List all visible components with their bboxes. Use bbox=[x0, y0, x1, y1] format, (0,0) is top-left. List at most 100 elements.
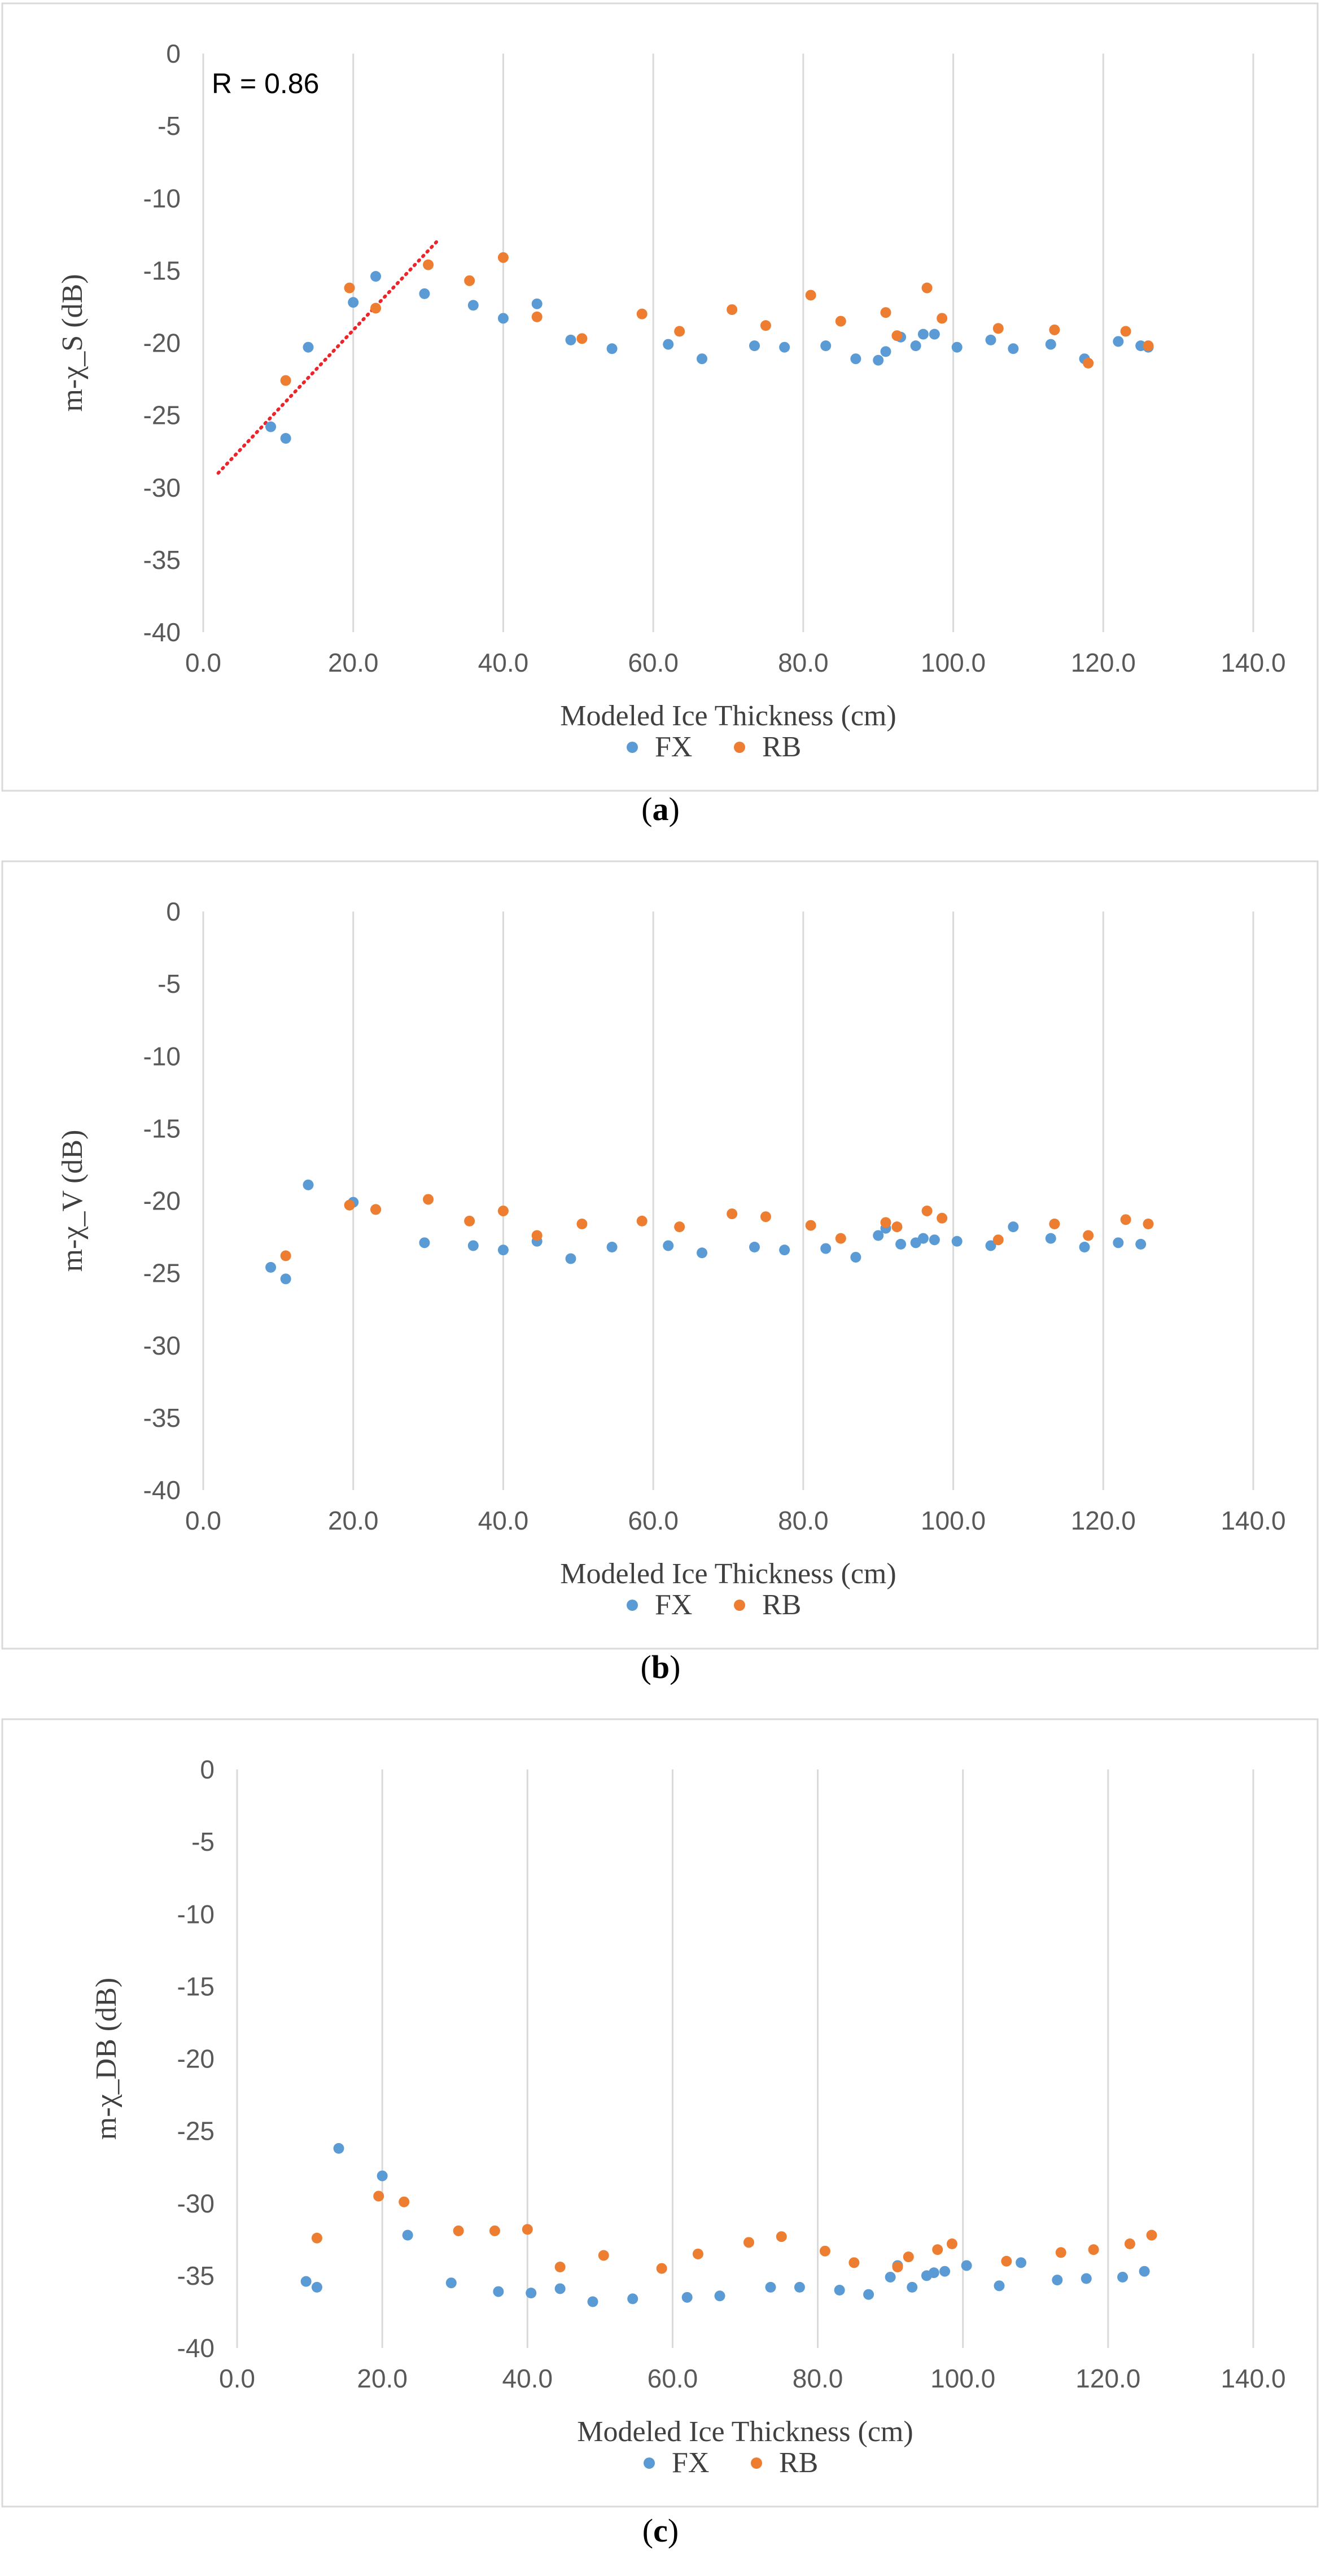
chart-frame bbox=[1, 860, 1319, 1650]
data-point-fx bbox=[939, 2266, 951, 2277]
x-tick-label: 80.0 bbox=[778, 1506, 829, 1535]
data-point-fx bbox=[280, 433, 291, 444]
legend-marker-fx bbox=[644, 2457, 655, 2469]
data-point-fx bbox=[794, 2281, 805, 2293]
legend-marker-fx bbox=[627, 742, 638, 753]
data-point-rb bbox=[598, 2250, 609, 2261]
x-tick-label: 60.0 bbox=[628, 648, 679, 677]
data-point-fx bbox=[303, 341, 314, 353]
x-tick-label: 40.0 bbox=[478, 648, 529, 677]
data-point-rb bbox=[1120, 1214, 1131, 1225]
data-point-rb bbox=[554, 2262, 566, 2272]
y-tick-label: -25 bbox=[143, 401, 181, 430]
y-tick-label: -20 bbox=[143, 328, 181, 358]
data-point-rb bbox=[531, 1230, 543, 1241]
y-axis-title: m-χ_V (dB) bbox=[56, 1130, 89, 1272]
data-point-fx bbox=[850, 353, 861, 365]
x-tick-label: 0.0 bbox=[219, 2364, 255, 2393]
legend-marker-rb bbox=[734, 742, 745, 753]
data-point-fx bbox=[961, 2260, 972, 2271]
data-point-fx bbox=[370, 271, 382, 282]
data-point-rb bbox=[1049, 324, 1060, 335]
data-point-rb bbox=[1124, 2238, 1135, 2249]
data-point-fx bbox=[910, 340, 921, 352]
data-point-rb bbox=[692, 2248, 703, 2259]
y-tick-label: -40 bbox=[143, 617, 181, 647]
x-tick-label: 0.0 bbox=[185, 648, 221, 677]
data-point-rb bbox=[370, 303, 382, 314]
x-tick-label: 20.0 bbox=[328, 648, 379, 677]
x-tick-label: 20.0 bbox=[328, 1506, 379, 1535]
x-tick-label: 80.0 bbox=[778, 648, 829, 677]
x-tick-label: 60.0 bbox=[628, 1506, 679, 1535]
data-point-fx bbox=[311, 2281, 322, 2293]
y-tick-label: -10 bbox=[143, 1041, 181, 1071]
data-point-rb bbox=[992, 323, 1004, 334]
data-point-fx bbox=[587, 2296, 598, 2307]
data-point-fx bbox=[1113, 1237, 1124, 1248]
data-point-fx bbox=[419, 1237, 430, 1248]
data-point-fx bbox=[663, 1240, 674, 1251]
data-point-fx bbox=[606, 343, 618, 354]
x-tick-label: 80.0 bbox=[793, 2364, 843, 2393]
x-tick-label: 40.0 bbox=[502, 2364, 553, 2393]
y-tick-label: -40 bbox=[177, 2333, 215, 2363]
data-point-rb bbox=[464, 1215, 475, 1226]
data-point-rb bbox=[805, 290, 816, 301]
data-point-rb bbox=[636, 1215, 648, 1226]
data-point-rb bbox=[1001, 2255, 1012, 2267]
y-axis-title: m-χ_S (dB) bbox=[56, 274, 89, 411]
y-tick-label: -15 bbox=[143, 256, 181, 285]
data-point-rb bbox=[344, 282, 355, 293]
data-point-fx bbox=[994, 2280, 1005, 2292]
y-tick-label: -5 bbox=[158, 111, 181, 141]
chart-frame bbox=[1, 1718, 1319, 2508]
data-point-rb bbox=[453, 2225, 464, 2236]
data-point-fx bbox=[419, 288, 430, 299]
data-point-fx bbox=[697, 353, 707, 365]
y-tick-label: -20 bbox=[143, 1186, 181, 1216]
data-point-rb bbox=[636, 308, 648, 319]
chart-svg-a: 0.0 20.0 40.0 60.0 80.0 100.0 120.0 140.0 0 -5 -10… bbox=[1, 2, 1319, 792]
x-tick-label: 100.0 bbox=[921, 648, 986, 677]
y-tick-label: -35 bbox=[143, 545, 181, 575]
caption-a: (a) bbox=[641, 791, 680, 827]
data-point-fx bbox=[467, 300, 479, 311]
data-point-fx bbox=[265, 421, 277, 432]
x-tick-label: 0.0 bbox=[185, 1506, 221, 1535]
data-point-fx bbox=[1079, 1242, 1090, 1252]
data-point-rb bbox=[937, 313, 948, 324]
data-point-rb bbox=[1083, 357, 1094, 369]
data-point-rb bbox=[280, 375, 291, 386]
y-tick-label: -30 bbox=[143, 473, 181, 502]
data-point-rb bbox=[522, 2224, 533, 2235]
data-point-fx bbox=[303, 1179, 314, 1190]
y-tick-label: -10 bbox=[143, 183, 181, 213]
data-point-rb bbox=[423, 259, 434, 270]
data-point-fx bbox=[907, 2281, 918, 2293]
legend-label-fx: FX bbox=[672, 2447, 709, 2479]
data-point-fx bbox=[779, 1245, 790, 1256]
data-point-rb bbox=[464, 275, 475, 286]
chart-frame bbox=[1, 2, 1319, 792]
x-tick-label: 120.0 bbox=[1071, 648, 1136, 677]
y-tick-label: -35 bbox=[177, 2261, 215, 2290]
data-point-fx bbox=[1052, 2275, 1063, 2286]
data-point-fx bbox=[445, 2277, 457, 2289]
data-point-fx bbox=[1135, 1238, 1147, 1250]
data-point-rb bbox=[727, 1208, 738, 1220]
data-point-fx bbox=[402, 2229, 413, 2241]
data-point-rb bbox=[903, 2251, 914, 2263]
y-tick-label: -30 bbox=[143, 1331, 181, 1360]
data-point-rb bbox=[1088, 2244, 1099, 2255]
data-point-fx bbox=[300, 2276, 312, 2287]
data-point-rb bbox=[992, 1234, 1004, 1246]
y-tick-label: -15 bbox=[177, 1972, 215, 2001]
data-point-rb bbox=[311, 2232, 322, 2244]
data-point-fx bbox=[265, 1261, 277, 1273]
series-fx bbox=[265, 271, 1154, 444]
series-rb bbox=[280, 252, 1154, 386]
y-tick-label: -25 bbox=[177, 2117, 215, 2146]
y-tick-label: -15 bbox=[143, 1114, 181, 1143]
data-point-fx bbox=[880, 346, 891, 357]
